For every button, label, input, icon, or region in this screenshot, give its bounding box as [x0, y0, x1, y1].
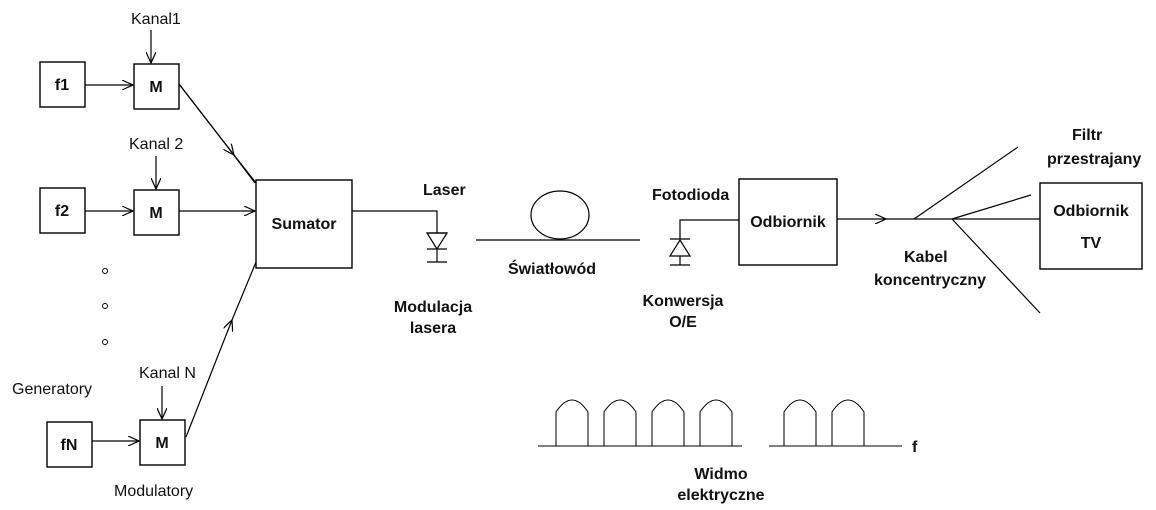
tv-receiver-block: Odbiornik TV	[1039, 182, 1143, 270]
generator-f1: f1	[39, 61, 86, 108]
fiber-label: Światłowód	[508, 259, 596, 278]
line-photodiode-to-receiver	[679, 219, 739, 239]
coax-label-line2: koncentryczny	[874, 272, 986, 289]
spectrum-carrier	[783, 399, 817, 446]
line-summator-to-laser	[352, 210, 438, 233]
arrow-mn-to-summator	[185, 261, 257, 438]
optical-fiber-icon	[476, 190, 640, 241]
summator-block: Sumator	[255, 179, 353, 269]
filter-label-line2: przestrajany	[1047, 151, 1141, 168]
continuation-dot	[102, 303, 108, 309]
modulator-1: M	[133, 63, 180, 110]
modulator-n: M	[139, 419, 186, 466]
channel-2-label: Kanal 2	[129, 136, 183, 153]
frequency-axis-label: f	[912, 439, 918, 456]
spectrum-carrier	[603, 399, 637, 446]
coax-label-line1: Kabel	[904, 249, 948, 266]
continuation-dot	[102, 339, 108, 345]
continuation-dot	[102, 268, 108, 274]
laser-label: Laser	[423, 182, 466, 199]
summator-label: Sumator	[272, 216, 337, 233]
laser-diode-icon	[425, 232, 449, 263]
channel-1-label: Kanal1	[131, 11, 181, 28]
generator-f1-label: f1	[55, 77, 69, 94]
generators-label: Generatory	[12, 381, 92, 398]
tv-receiver-label-line1: Odbiornik	[1053, 203, 1129, 220]
modulator-2-label: M	[149, 205, 162, 222]
photodiode-label: Fotodioda	[652, 187, 729, 204]
spectrum-label-line2: elektryczne	[677, 487, 764, 504]
arrow-m1-to-summator-head	[178, 83, 234, 155]
electrical-spectrum	[538, 399, 902, 447]
modulator-1-label: M	[149, 79, 162, 96]
coax-branches	[886, 146, 1041, 314]
tv-receiver-label-line2: TV	[1081, 235, 1102, 252]
modulator-n-label: M	[155, 435, 168, 452]
oe-conversion-line2: O/E	[669, 314, 697, 331]
receiver-label: Odbiornik	[750, 214, 826, 231]
filter-label-line1: Filtr	[1072, 127, 1102, 144]
channel-n-label: Kanal N	[139, 365, 196, 382]
laser-modulation-line2: lasera	[410, 320, 456, 337]
spectrum-carrier	[831, 399, 865, 446]
receiver-block: Odbiornik	[738, 178, 838, 266]
spectrum-carrier	[555, 399, 589, 446]
oe-conversion-line1: Konwersja	[643, 293, 724, 310]
generator-fn: fN	[46, 421, 93, 468]
modulators-label: Modulatory	[114, 483, 193, 500]
generator-f2: f2	[39, 187, 86, 234]
arrow-m1-to-summator-tail	[233, 154, 257, 184]
generator-f2-label: f2	[55, 203, 69, 220]
spectrum-carrier	[651, 399, 685, 446]
generator-fn-label: fN	[61, 437, 78, 454]
laser-modulation-line1: Modulacja	[394, 299, 472, 316]
modulator-2: M	[133, 189, 180, 236]
spectrum-label-line1: Widmo	[694, 466, 747, 483]
spectrum-carrier	[699, 399, 733, 446]
photodiode-icon	[668, 238, 692, 266]
